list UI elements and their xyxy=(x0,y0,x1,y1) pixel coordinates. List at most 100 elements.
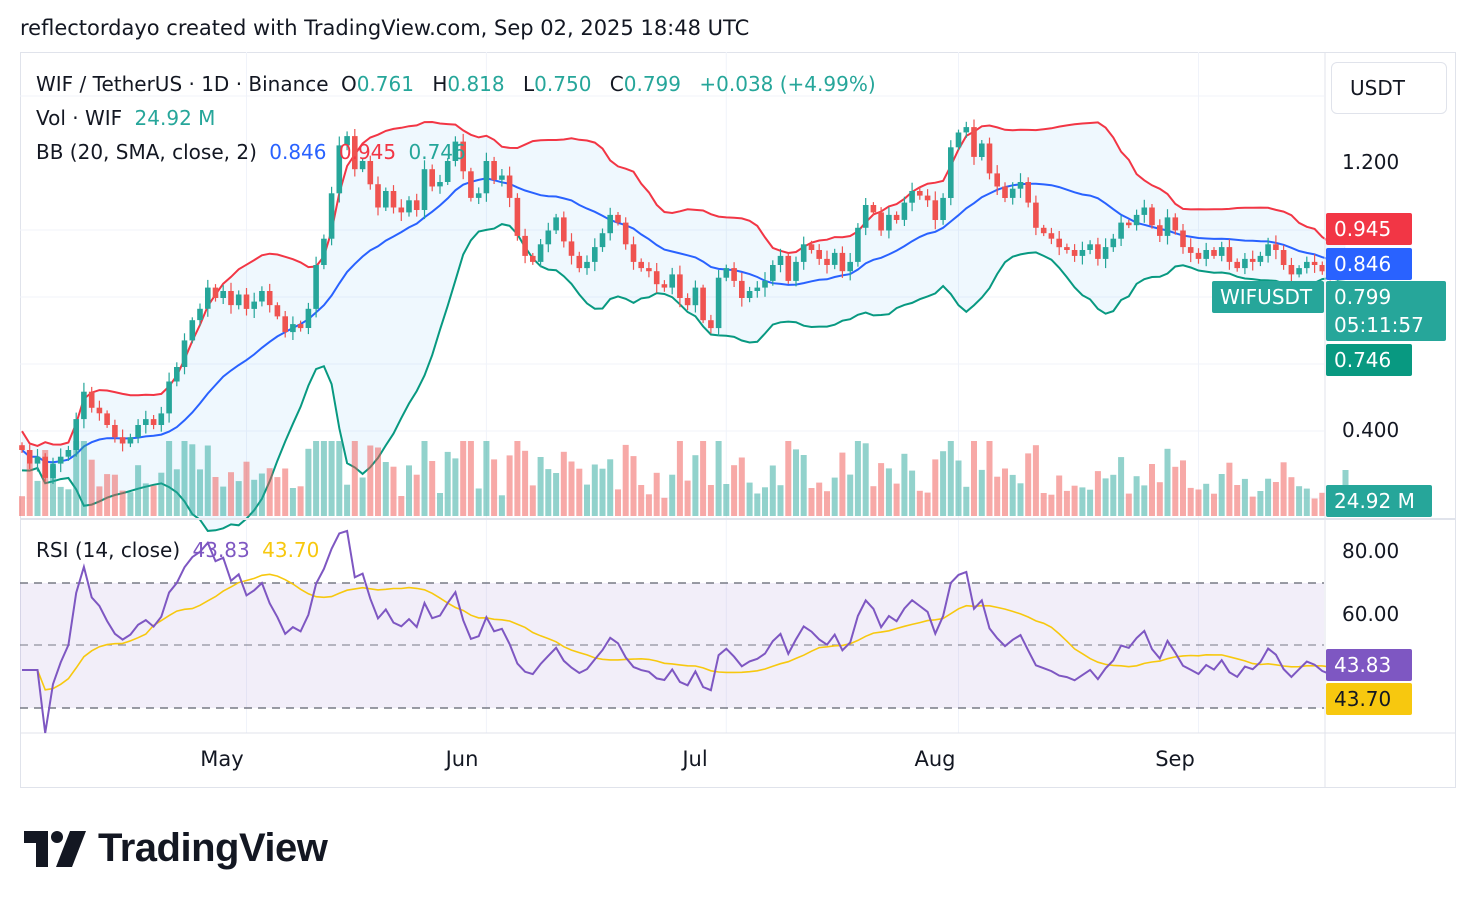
volume-bar xyxy=(274,477,281,516)
candle-body xyxy=(1025,182,1031,203)
currency-selector[interactable]: USDT xyxy=(1331,62,1447,114)
volume-bar xyxy=(785,441,792,516)
volume-bar xyxy=(1032,445,1039,516)
candle-body xyxy=(1110,238,1117,248)
candle-body xyxy=(677,274,683,298)
candle-body xyxy=(545,230,552,245)
volume-bar xyxy=(406,465,412,516)
volume-bar xyxy=(506,455,513,516)
candle-body xyxy=(770,265,776,281)
candle-body xyxy=(406,200,412,213)
candle-body xyxy=(19,445,25,450)
volume-bar xyxy=(1296,486,1303,516)
volume-bar xyxy=(661,497,668,516)
candle-body xyxy=(661,284,668,288)
candle-body xyxy=(886,214,892,231)
candle-body xyxy=(1211,250,1217,256)
volume-bar xyxy=(932,459,939,516)
volume-bar xyxy=(576,468,583,516)
candle-body xyxy=(1118,222,1124,239)
volume-bar xyxy=(878,463,885,516)
volume-bar xyxy=(73,441,80,516)
candle-body xyxy=(205,287,211,309)
volume-bar xyxy=(630,456,637,516)
candle-body xyxy=(88,391,95,408)
volume-bar xyxy=(978,469,985,516)
volume-bar xyxy=(1048,494,1055,516)
volume-bar xyxy=(220,486,227,516)
volume-bar xyxy=(847,474,854,516)
candle-body xyxy=(313,265,319,309)
candle-body xyxy=(1164,217,1171,236)
volume-bar xyxy=(491,459,498,516)
volume-bar xyxy=(591,464,598,516)
volume-bar xyxy=(1017,483,1024,516)
volume-bar xyxy=(800,455,807,516)
volume-bar xyxy=(104,474,111,516)
candle-body xyxy=(81,391,87,420)
candle-body xyxy=(1319,265,1326,272)
volume-bar xyxy=(893,483,900,516)
candle-body xyxy=(1234,261,1240,269)
volume-bar xyxy=(924,492,931,516)
volume-bar xyxy=(382,462,389,516)
candle-body xyxy=(994,173,1000,187)
candle-body xyxy=(413,200,420,210)
volume-bar xyxy=(166,441,173,516)
candle-body xyxy=(1064,247,1070,250)
candle-body xyxy=(963,127,970,133)
volume-bar xyxy=(1187,487,1194,516)
bb-basis-tag: 0.846 xyxy=(1326,248,1412,280)
candle-body xyxy=(855,227,861,262)
tradingview-logo-icon xyxy=(24,830,86,867)
candle-body xyxy=(34,456,41,464)
candle-body xyxy=(251,301,257,309)
volume-bar xyxy=(282,468,289,516)
volume-bar xyxy=(870,486,877,516)
volume-bar xyxy=(1226,462,1233,516)
volume-bar xyxy=(1272,482,1279,516)
volume-bar xyxy=(1311,498,1318,516)
legend-bb-upper: 0.945 xyxy=(338,140,397,164)
candle-body xyxy=(390,191,397,208)
volume-bar xyxy=(615,489,621,516)
volume-bar xyxy=(746,482,753,516)
candle-body xyxy=(344,136,350,146)
volume-bar xyxy=(1102,478,1109,516)
candle-body xyxy=(847,261,853,272)
candle-body xyxy=(948,147,954,198)
volume-bar xyxy=(498,495,505,516)
volume-bar xyxy=(26,463,33,516)
price-tick-2: 0.400 xyxy=(1342,418,1400,442)
volume-bar xyxy=(971,441,977,516)
legend-high-value: 0.818 xyxy=(447,72,505,96)
last-price-tag: 0.799 05:11:57 xyxy=(1326,281,1446,341)
candle-body xyxy=(1203,250,1209,259)
candle-body xyxy=(483,161,490,194)
candle-body xyxy=(336,145,343,194)
x-label-may: May xyxy=(200,747,244,771)
candle-body xyxy=(282,316,288,332)
candle-body xyxy=(266,291,273,306)
candle-body xyxy=(50,463,56,478)
candle-body xyxy=(65,450,72,457)
candle-body xyxy=(622,222,629,245)
candle-body xyxy=(1187,247,1194,253)
volume-bar xyxy=(235,481,242,516)
candle-body xyxy=(530,255,536,262)
candle-body xyxy=(653,271,660,285)
candle-body xyxy=(1296,268,1302,275)
candle-body xyxy=(917,191,923,196)
volume-bar xyxy=(1063,490,1070,516)
tradingview-logo[interactable]: TradingView xyxy=(24,826,328,871)
candle-body xyxy=(150,419,157,425)
candle-body xyxy=(73,419,79,450)
candle-body xyxy=(1304,261,1310,269)
bollinger-lower-line xyxy=(21,223,1346,532)
candle-body xyxy=(1095,244,1101,259)
legend-bb-lower: 0.746 xyxy=(408,140,466,164)
candle-body xyxy=(561,217,567,242)
candle-body xyxy=(940,197,946,220)
volume-bar xyxy=(189,444,196,516)
